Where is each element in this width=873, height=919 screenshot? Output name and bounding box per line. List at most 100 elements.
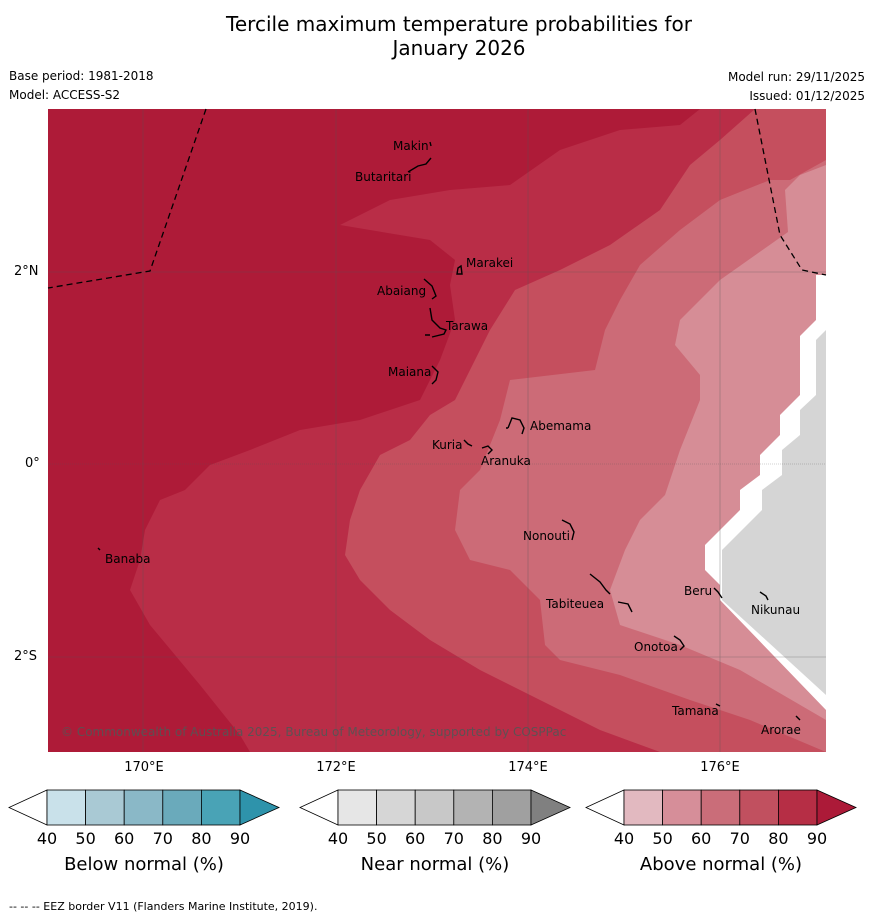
colorbar-2-segment-2 (376, 789, 416, 826)
colorbar-1-low-extension (8, 789, 48, 826)
island-makin-shape (429, 141, 432, 147)
island-banaba-shape (97, 547, 101, 551)
place-tarawa: Tarawa (446, 319, 489, 333)
island-arorae-shape (795, 715, 801, 721)
island-onotoa-shape (673, 635, 685, 651)
colorbar-2-segment-4 (453, 789, 493, 826)
colorbar-2-tick: 60 (405, 829, 426, 848)
place-nikunau: Nikunau (751, 603, 801, 617)
colorbar-1-segment-3 (123, 789, 164, 826)
colorbar-3-tick: 70 (729, 829, 750, 848)
lon-label-176e: 176°E (700, 760, 740, 775)
colorbar-3-tick: 80 (768, 829, 789, 848)
colorbar-2-segment-1 (337, 789, 377, 826)
colorbar-1-tick: 60 (114, 829, 135, 848)
island-butaritari-shape (407, 157, 432, 173)
colorbar-1-segment-2 (85, 789, 125, 826)
colorbar-3-segment-3 (700, 789, 741, 826)
place-onotoa: Onotoa (634, 640, 678, 654)
place-abaiang: Abaiang (377, 284, 427, 298)
map-title: Tercile maximum temperature probabilitie… (0, 12, 873, 60)
place-beru: Beru (684, 584, 713, 598)
island-nonouti-shape (561, 519, 575, 541)
model-name: Model: ACCESS-S2 (9, 88, 121, 102)
lat-label-2s: 2°S (14, 649, 38, 664)
place-kuria: Kuria (432, 438, 463, 452)
colorbar-2-tick: 70 (443, 829, 464, 848)
colorbar-1-tick: 50 (75, 829, 96, 848)
title-line-2: January 2026 (392, 36, 526, 60)
colorbar-3-segment-2 (662, 789, 702, 826)
lat-label-2n: 2°N (14, 264, 39, 279)
place-tamana: Tamana (672, 704, 719, 718)
colorbar-2 (299, 789, 571, 826)
place-maiana: Maiana (388, 365, 432, 379)
eez-footnote: -- -- -- EEZ border V11 (Flanders Marine… (9, 900, 318, 913)
colorbar-1-tick: 70 (152, 829, 173, 848)
colorbar-2-tick: 90 (520, 829, 542, 848)
base-period: Base period: 1981-2018 (9, 69, 154, 83)
place-makin: Makin (393, 139, 429, 153)
lat-label-0: 0° (25, 456, 40, 471)
near-normal-region (722, 330, 826, 695)
colorbar-1-tick: 40 (36, 829, 58, 848)
colorbar-1-label: Below normal (%) (64, 854, 224, 875)
place-marakei: Marakei (466, 256, 514, 270)
place-nonouti: Nonouti (523, 529, 570, 543)
colorbar-3-tick: 60 (691, 829, 712, 848)
colorbar-3-label: Above normal (%) (639, 854, 803, 875)
colorbar-2-tick: 80 (482, 829, 503, 848)
colorbar-3-high-extension (816, 789, 857, 826)
place-arorae: Arorae (761, 723, 801, 737)
model-run: Model run: 29/11/2025 (727, 70, 865, 84)
place-abemama: Abemama (530, 419, 592, 433)
title-line-1: Tercile maximum temperature probabilitie… (226, 12, 692, 36)
colorbar-3-tick: 40 (613, 829, 635, 848)
lon-label-172e: 172°E (316, 760, 356, 775)
place-aranuka: Aranuka (481, 454, 531, 468)
colorbar-1-segment-1 (46, 789, 86, 826)
colorbar-3-segment-1 (623, 789, 663, 826)
colorbar-1-tick: 80 (191, 829, 212, 848)
island-abemama-shape (506, 417, 525, 435)
island-beru-shape (713, 587, 723, 599)
lon-label-170e: 170°E (124, 760, 164, 775)
island-tamana-shape (715, 703, 721, 707)
colorbar-1-high-extension (239, 789, 280, 826)
eez-border (47, 108, 827, 289)
place-banaba: Banaba (105, 552, 151, 566)
colorbar-2-tick: 40 (327, 829, 349, 848)
colorbar-2-segment-3 (414, 789, 455, 826)
island-aranuka-shape (481, 445, 493, 455)
issued-date: Issued: 01/12/2025 (749, 89, 865, 103)
colorbar-2-low-extension (299, 789, 339, 826)
island-marakei-shape (456, 264, 463, 275)
colorbar-3-low-extension (585, 789, 625, 826)
colorbar-1-tick: 90 (229, 829, 251, 848)
colorbar-3 (585, 789, 857, 826)
island-nikunau-shape (759, 591, 769, 601)
place-butaritari: Butaritari (355, 170, 412, 184)
island-tarawa-shape (425, 307, 447, 338)
colorbar-3-segment-5 (778, 789, 818, 826)
colorbars (8, 789, 857, 826)
place-tabiteuea: Tabiteuea (546, 597, 605, 611)
colorbar-2-label: Near normal (%) (360, 854, 510, 875)
colorbar-3-segment-4 (739, 789, 779, 826)
island-abaiang-shape (423, 278, 437, 300)
island-kuria-shape (463, 439, 473, 447)
colorbar-2-tick: 50 (366, 829, 387, 848)
colorbar-3-tick: 50 (652, 829, 673, 848)
colorbar-2-high-extension (530, 789, 571, 826)
copyright-notice: © Commonwealth of Australia 2025, Bureau… (61, 725, 567, 739)
probability-contours (48, 109, 826, 752)
colorbar-3-tick: 90 (806, 829, 828, 848)
island-maiana-shape (431, 365, 439, 385)
colorbar-1 (8, 789, 280, 826)
graticule (48, 109, 826, 752)
island-outlines (97, 141, 801, 721)
island-tabiteuea-shape (589, 573, 633, 613)
colorbar-1-segment-5 (200, 789, 241, 826)
colorbar-1-segment-4 (162, 789, 202, 826)
